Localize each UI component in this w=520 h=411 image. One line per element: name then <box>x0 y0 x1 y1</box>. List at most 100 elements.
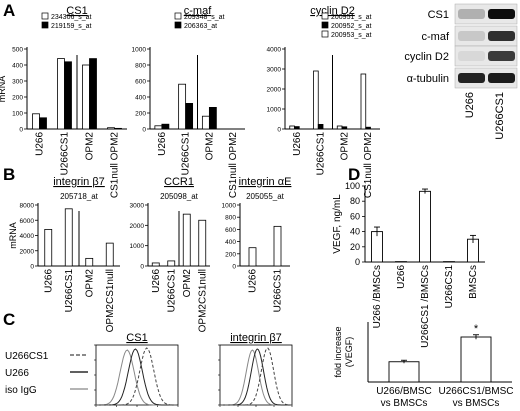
bar <box>89 58 97 130</box>
chart-title: integrin β7 <box>53 176 105 188</box>
chart-title: CS1 <box>126 332 147 344</box>
category-label-line-2: vs BMSCs <box>453 398 500 409</box>
blot-column-label: U266 <box>464 92 476 118</box>
y-tick-label: 200 <box>225 251 236 258</box>
y-tick-label: 100 <box>345 181 360 191</box>
category-label: U266 <box>248 269 259 293</box>
y-tick-label: 600 <box>225 227 236 234</box>
y-axis-label: VEGF, ng/mL <box>332 194 343 254</box>
bar <box>248 247 257 267</box>
y-tick-label: 0 <box>355 257 360 267</box>
bar <box>114 127 122 130</box>
western-blot: CS1 c-maf cyclin D2 α-tubulin U266 U266CS1 <box>404 3 518 140</box>
y-tick-label: 100 <box>12 111 23 118</box>
y-tick-label: 400 <box>225 239 236 246</box>
y-tick-label: 500 <box>12 47 23 54</box>
y-tick-label: 0 <box>19 127 23 134</box>
category-label: OPM2 <box>85 132 96 161</box>
u266cs1-histogram <box>96 347 178 406</box>
y-tick-label: 60 <box>350 211 360 221</box>
chart-title: CS1 <box>66 5 87 17</box>
y-tick-label: 6000 <box>20 218 35 225</box>
category-label: OPM2 <box>204 132 215 161</box>
chart-subtitle: 205098_at <box>160 192 199 201</box>
category-label-line-2: vs BMSCs <box>381 398 428 409</box>
plot-frame <box>95 344 179 406</box>
bar <box>388 361 420 383</box>
bar <box>44 228 53 267</box>
y-axis-label: mRNA <box>0 76 7 103</box>
legend-label: U266CS1 <box>5 351 49 362</box>
panel-label-d: D <box>348 165 360 184</box>
blot-row-label: CS1 <box>428 9 449 21</box>
blot-column-label: U266CS1 <box>494 92 506 140</box>
y-tick-label: 4000 <box>267 47 282 54</box>
bar <box>39 117 47 130</box>
legend-label: 234306_s_at <box>51 14 92 21</box>
y-tick-label: 1000 <box>132 47 147 54</box>
bar <box>460 336 492 383</box>
bar <box>64 61 72 130</box>
blot-band <box>488 73 515 83</box>
y-tick-label: 2000 <box>20 248 35 255</box>
bar <box>336 125 343 130</box>
bar <box>107 127 115 130</box>
y-tick-label: 0 <box>142 127 146 134</box>
blot-row-label: cyclin D2 <box>404 51 449 63</box>
bar <box>151 262 160 267</box>
panel-label-c: C <box>3 310 15 329</box>
u266-histogram <box>96 348 178 406</box>
bar <box>154 125 163 130</box>
chart-a-cyclin-d2: 0 1000 2000 3000 4000 U266 U266CS1 OPM2 CS1null … <box>267 5 380 198</box>
chart-title: integrin β7 <box>230 332 282 344</box>
legend-label: 200953_s_at <box>331 32 372 39</box>
y-tick-label: 0 <box>30 264 34 271</box>
category-label: U266CS1 <box>316 132 327 176</box>
chart-c-integrin-b7-histogram: integrin β7 <box>218 332 293 407</box>
chart-b-integrin-ae: 0 200 400 600 800 1000 U266 U266CS1 integrin αE 2… <box>222 176 292 312</box>
y-axis-label: mRNA <box>8 222 18 249</box>
legend-label: U266 <box>5 368 29 379</box>
legend-swatch <box>41 21 49 29</box>
bar <box>105 242 114 267</box>
chart-b-integrin-b7: 0 2000 4000 6000 8000 U266 U266CS1 OPM2 OPM2CS1n… <box>8 176 120 332</box>
legend-swatch <box>321 21 329 29</box>
category-label: U266 <box>35 132 46 156</box>
iso-igg-histogram <box>96 349 178 406</box>
legend-label: 209348_s_at <box>184 14 225 21</box>
chart-title: cyclin D2 <box>310 5 355 17</box>
legend-swatch <box>41 12 49 20</box>
legend-label: 219159_s_at <box>51 23 92 30</box>
y-tick-label: 1000 <box>222 203 237 210</box>
category-label: U266 <box>292 132 303 156</box>
category-label: U266CS1 <box>444 265 455 309</box>
legend-swatch <box>174 21 182 29</box>
bar <box>360 73 367 130</box>
y-tick-label: 300 <box>12 79 23 86</box>
bar <box>201 115 210 130</box>
panel-label-b: B <box>3 165 15 184</box>
bar <box>32 113 40 130</box>
category-label: U266CS1 <box>60 132 71 176</box>
chart-title: integrin αE <box>239 176 292 188</box>
blot-row-label: α-tubulin <box>407 73 449 85</box>
category-label: U266CS1 <box>64 269 75 313</box>
legend-swatch <box>174 12 182 20</box>
bar <box>182 213 191 267</box>
chart-title: c-maf <box>184 5 212 17</box>
bar <box>208 107 217 130</box>
bar <box>419 190 431 263</box>
bar <box>198 219 207 267</box>
significance-marker: * <box>474 323 479 335</box>
category-label: OPM2CS1null <box>105 269 116 332</box>
bar <box>82 64 90 130</box>
blot-band <box>458 9 485 19</box>
y-tick-label: 200 <box>12 95 23 102</box>
category-label: U266CS1 <box>166 269 177 313</box>
bar <box>161 123 170 130</box>
iso-igg-histogram <box>220 349 292 406</box>
y-tick-label: 20 <box>350 242 360 252</box>
category-label: U266 <box>43 269 54 293</box>
chart-subtitle: 205055_at <box>246 192 285 201</box>
